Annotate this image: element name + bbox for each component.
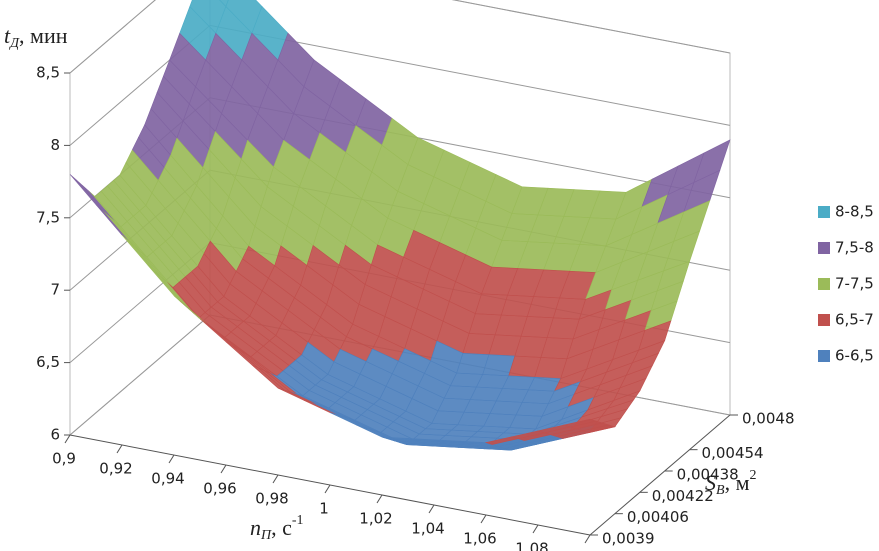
x-tick-label: 1,06 [463,530,496,548]
legend-label: 8-8,5 [835,203,874,221]
y-tick-label: 0,00422 [652,487,714,505]
z-unit: , мин [19,23,68,48]
z-tick-label: 8,5 [36,64,60,82]
x-tick-label: 0,92 [99,460,132,478]
y-subscript: B [716,483,725,498]
x-tick-label: 1 [319,500,329,518]
z-tick-label: 6,5 [36,353,60,371]
z-tick-label: 7 [50,281,60,299]
x-subscript: П [260,528,272,543]
surface-patch [219,0,229,8]
y-axis-label: SB, м2 [705,468,756,498]
z-symbol: t [4,23,11,48]
legend-swatch [818,242,830,254]
x-tick-label: 1,1 [572,550,596,551]
plot: 6 6,5 7 7,5 8 8,5 0,9 0,92 0,94 0,96 0,98 1 1,02 1,04… [36,0,874,551]
y-tick-label: 0,00454 [702,444,764,462]
x-tick [428,504,435,514]
legend-label: 7,5-8 [835,239,874,257]
x-tick [168,454,175,464]
x-tick-label: 1,08 [515,540,548,551]
x-tick [324,484,331,494]
y-tick-label: 0,0048 [742,410,795,428]
y-superscript: 2 [749,468,756,483]
x-symbol: n [250,515,261,540]
z-axis-label: tД, мин [4,23,68,51]
y-axis [589,414,731,536]
x-tick-label: 0,94 [151,470,184,488]
y-tick-label: 0,0039 [602,530,655,548]
surface-patch [562,418,598,428]
y-symbol: S [705,470,716,495]
x-unit: , c [271,515,292,540]
x-tick [116,444,123,454]
x-tick [272,474,279,484]
x-tick [376,494,383,504]
y-unit: , м [725,470,750,495]
x-tick-label: 1,04 [411,520,444,538]
z-tick-label: 7,5 [36,208,60,226]
x-tick-label: 0,9 [52,450,76,468]
legend-label: 6,5-7 [835,311,874,329]
x-tick [532,524,539,534]
grid-line [69,0,731,74]
y-tick-label: 0,00406 [627,508,689,526]
legend-swatch [818,206,830,218]
x-tick-label: 0,96 [203,480,236,498]
surface-patch [69,174,103,211]
x-tick-label: 0,98 [255,490,288,508]
y-tick-label: 0,00438 [677,466,739,484]
x-axis-label: nП, c-1 [250,513,304,543]
x-tick-label: 1,02 [359,510,392,528]
x-tick [64,434,71,444]
legend-label: 7-7,5 [835,275,874,293]
z-tick-label: 8 [50,136,60,154]
legend-swatch [818,350,830,362]
x-tick [584,534,591,544]
legend-swatch [818,314,830,326]
z-tick-label: 6 [50,426,60,444]
legend-label: 6-6,5 [835,347,874,365]
z-subscript: Д [8,36,20,51]
x-tick [220,464,227,474]
legend-swatch [818,278,830,290]
x-superscript: -1 [292,513,304,528]
x-tick [480,514,487,524]
